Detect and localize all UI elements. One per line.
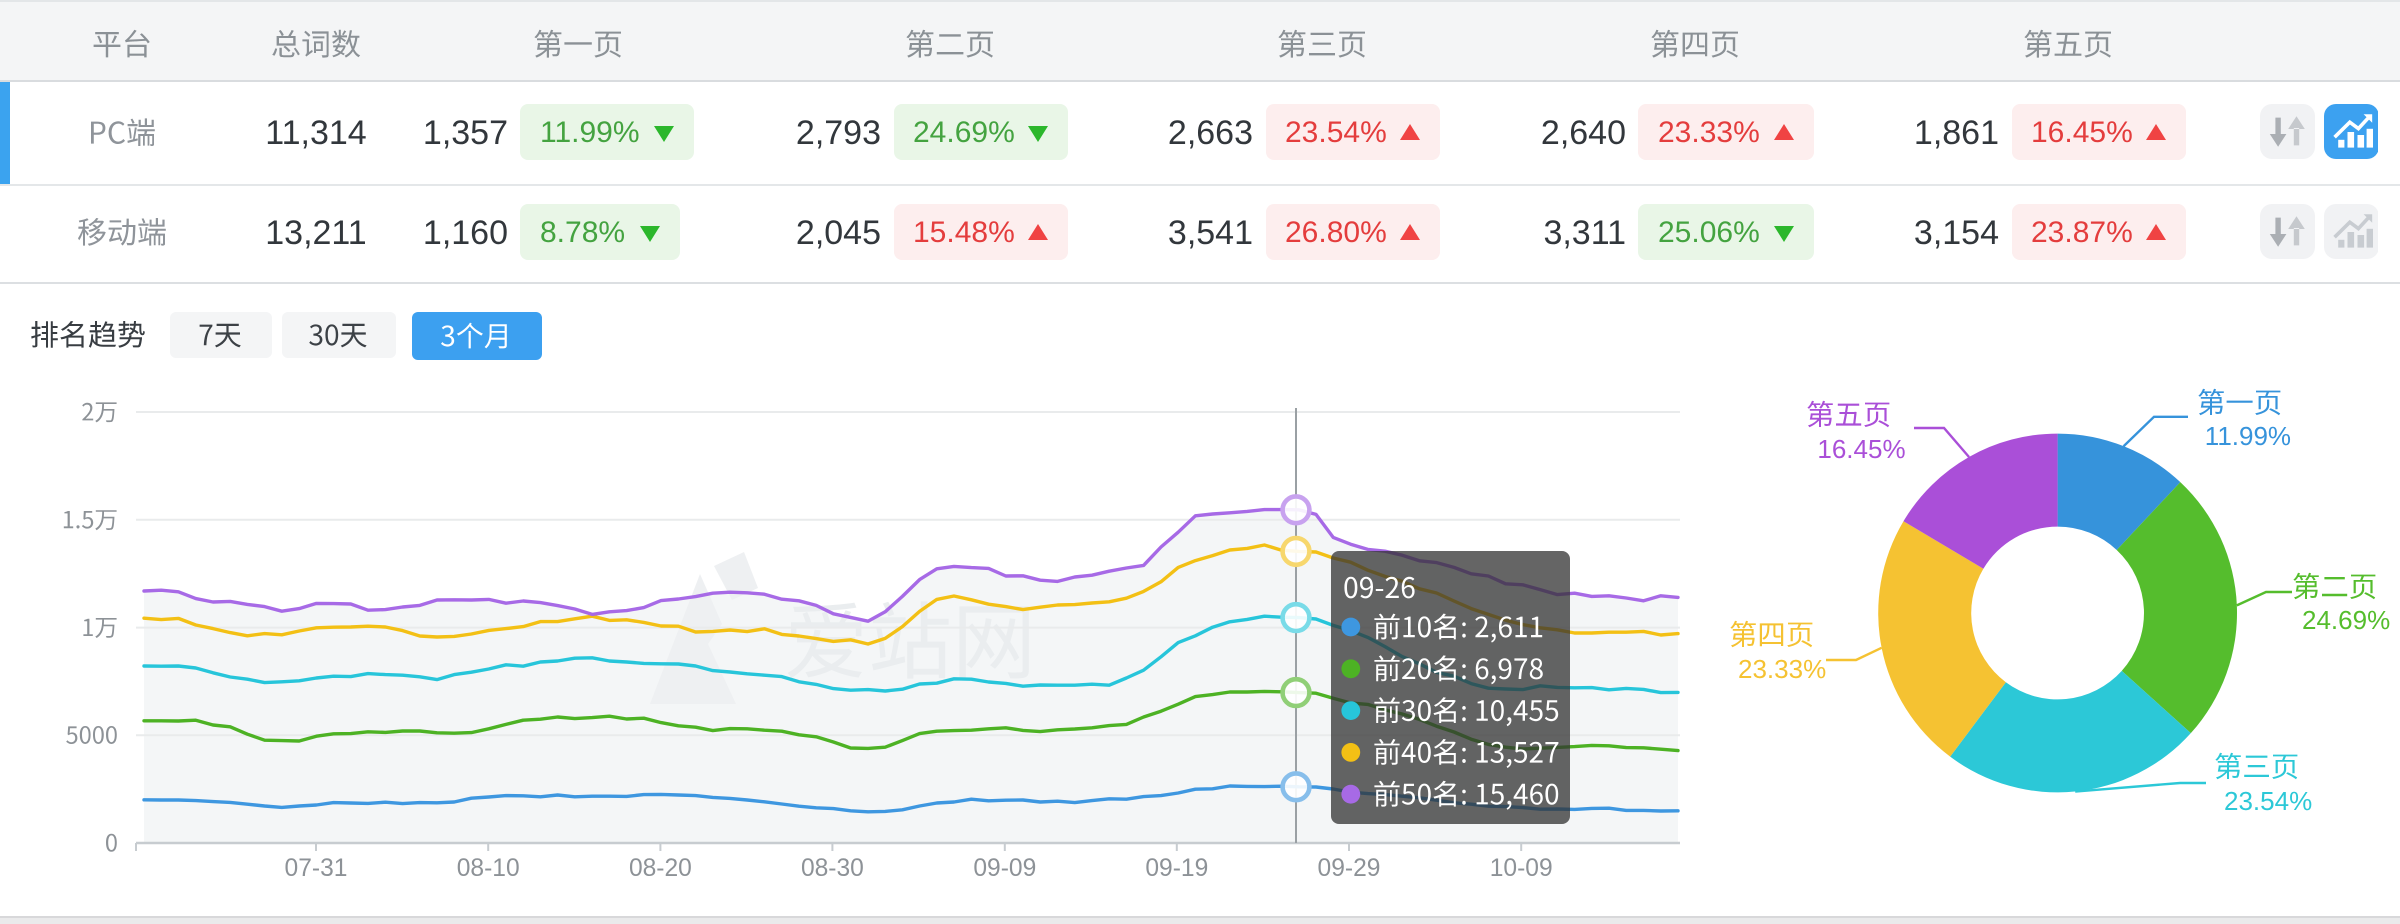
svg-text:08-10: 08-10 [457,855,520,882]
svg-text:08-30: 08-30 [801,855,864,882]
svg-text:09-09: 09-09 [973,855,1036,882]
svg-text:23.33%: 23.33% [1738,654,1826,684]
svg-text:11.99%: 11.99% [2205,421,2291,451]
svg-text:09-19: 09-19 [1145,855,1208,882]
svg-text:07-31: 07-31 [285,855,348,882]
svg-text:16.45%: 16.45% [1817,434,1905,464]
svg-text:10-09: 10-09 [1490,855,1553,882]
svg-text:08-20: 08-20 [629,855,692,882]
svg-text:24.69%: 24.69% [2302,605,2390,635]
svg-text:09-29: 09-29 [1318,855,1381,882]
svg-text:23.54%: 23.54% [2224,786,2312,816]
